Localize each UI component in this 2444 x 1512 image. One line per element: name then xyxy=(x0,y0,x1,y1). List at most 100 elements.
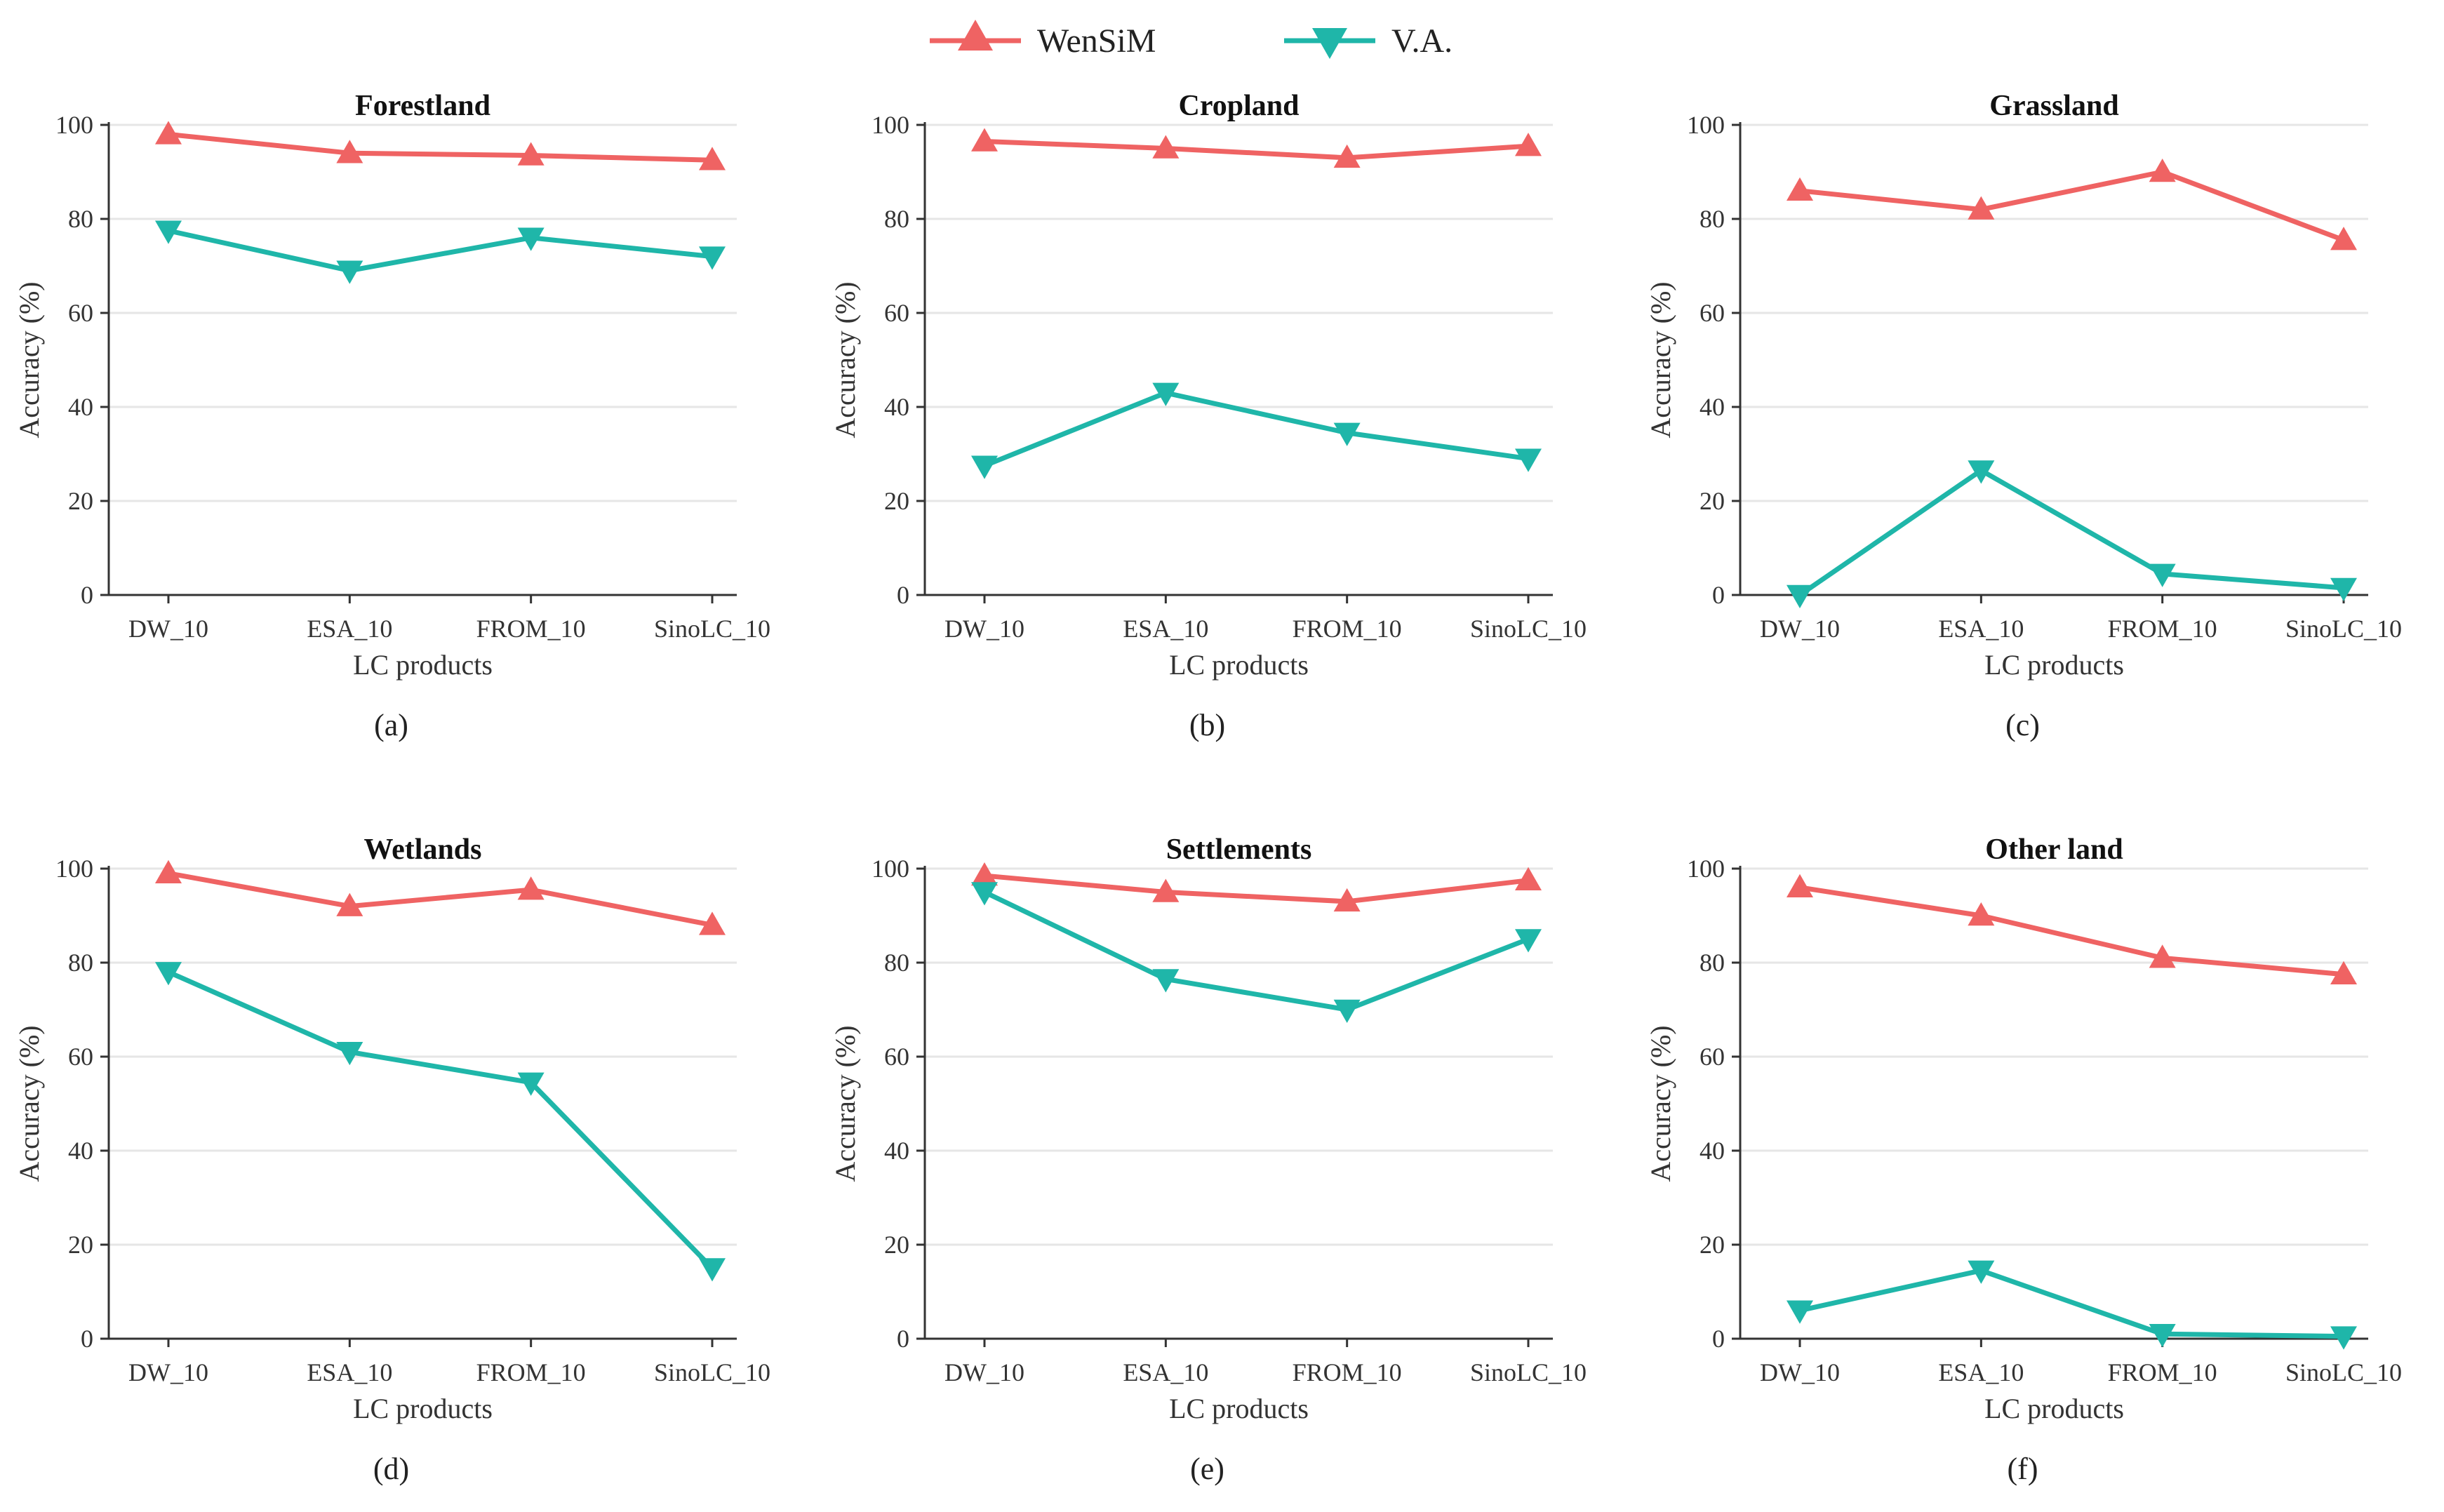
series-line-va xyxy=(1799,1268,2344,1339)
point-wensim xyxy=(2149,944,2176,968)
point-va xyxy=(336,260,363,284)
point-va xyxy=(2330,577,2357,601)
point-wensim xyxy=(2330,961,2357,984)
y-tick-label: 60 xyxy=(1700,299,1725,327)
y-tick-label: 80 xyxy=(68,205,93,233)
series-line-wensim xyxy=(168,131,713,163)
y-tick-label: 0 xyxy=(1712,581,1725,609)
chart-panel-1: 0 20 40 60 80 100 DW_10 ESA_10 FROM_10 SinoLC_10 F… xyxy=(13,90,770,742)
series-line-va xyxy=(983,890,1530,1012)
point-wensim xyxy=(1333,888,1361,912)
point-va xyxy=(971,455,998,479)
x-tick-label: DW_10 xyxy=(1760,615,1840,643)
point-wensim xyxy=(155,121,182,145)
x-tick-label: SinoLC_10 xyxy=(2285,615,2402,643)
legend-wensim-marker-icon xyxy=(958,20,993,51)
y-tick-label: 40 xyxy=(884,1137,909,1165)
y-tick-label: 20 xyxy=(68,1231,93,1259)
x-tick-label: DW_10 xyxy=(944,1358,1024,1386)
panel-caption: (b) xyxy=(1189,708,1225,742)
point-va xyxy=(971,882,998,906)
x-tick-label: SinoLC_10 xyxy=(654,1358,770,1386)
y-tick-label: 60 xyxy=(68,299,93,327)
y-axis-label: Accuracy (%) xyxy=(13,281,45,438)
point-wensim xyxy=(336,140,363,163)
point-va xyxy=(1333,999,1361,1023)
point-va xyxy=(155,220,182,244)
y-tick-label: 100 xyxy=(1687,111,1725,139)
x-tick-label: ESA_10 xyxy=(1123,615,1208,643)
point-va xyxy=(1333,422,1361,446)
point-wensim xyxy=(517,142,545,166)
point-wensim xyxy=(1333,144,1361,168)
chart-panel-6: 0 20 40 60 80 100 DW_10 ESA_10 FROM_10 SinoLC_10 O… xyxy=(1645,834,2402,1486)
y-tick-label: 0 xyxy=(81,581,93,609)
y-tick-label: 20 xyxy=(1700,1231,1725,1259)
point-va xyxy=(1152,969,1180,993)
point-wensim xyxy=(971,862,998,886)
legend-va-label: V.A. xyxy=(1391,22,1453,60)
y-tick-label: 100 xyxy=(55,111,93,139)
y-tick-label: 80 xyxy=(1700,949,1725,977)
y-tick-label: 0 xyxy=(1712,1325,1725,1353)
series-line-va xyxy=(1798,467,2344,597)
x-tick-label: SinoLC_10 xyxy=(1470,1358,1587,1386)
y-tick-label: 60 xyxy=(884,1043,909,1071)
y-tick-label: 0 xyxy=(897,1325,909,1353)
chart-title: Forestland xyxy=(355,90,490,122)
panel-caption: (d) xyxy=(373,1452,409,1486)
legend-wensim-label: WenSiM xyxy=(1037,22,1156,60)
legend-va-marker-icon xyxy=(1312,28,1347,59)
x-axis-label: LC products xyxy=(1984,1393,2124,1424)
y-axis-label: Accuracy (%) xyxy=(829,281,861,438)
y-tick-label: 40 xyxy=(68,393,93,421)
y-tick-label: 20 xyxy=(884,487,909,515)
y-tick-label: 60 xyxy=(1700,1043,1725,1071)
x-tick-label: FROM_10 xyxy=(2108,1358,2217,1386)
y-tick-label: 0 xyxy=(897,581,909,609)
series-line-wensim xyxy=(1799,885,2344,977)
y-axis-label: Accuracy (%) xyxy=(1645,281,1676,438)
x-tick-label: SinoLC_10 xyxy=(654,615,770,643)
chart-title: Grassland xyxy=(1989,90,2118,122)
y-tick-label: 60 xyxy=(884,299,909,327)
x-tick-label: ESA_10 xyxy=(1938,615,2024,643)
point-wensim xyxy=(699,911,726,935)
point-wensim xyxy=(971,128,998,152)
y-tick-label: 80 xyxy=(68,949,93,977)
x-tick-label: FROM_10 xyxy=(1293,1358,1402,1386)
chart-panel-5: 0 20 40 60 80 100 DW_10 ESA_10 FROM_10 SinoLC_10 S… xyxy=(829,834,1587,1486)
x-tick-label: DW_10 xyxy=(944,615,1024,643)
point-wensim xyxy=(1515,867,1542,890)
point-wensim xyxy=(1152,878,1180,902)
chart-title: Cropland xyxy=(1179,90,1300,122)
y-tick-label: 100 xyxy=(872,111,909,139)
x-axis-label: LC products xyxy=(353,1393,493,1424)
y-axis-label: Accuracy (%) xyxy=(1645,1025,1676,1182)
point-wensim xyxy=(1152,135,1180,159)
x-tick-label: FROM_10 xyxy=(476,1358,586,1386)
panel-caption: (f) xyxy=(2008,1452,2038,1486)
point-va xyxy=(1787,1300,1813,1324)
point-va xyxy=(336,1042,363,1066)
point-va xyxy=(1787,584,1813,608)
y-tick-label: 80 xyxy=(884,205,909,233)
point-wensim xyxy=(1787,177,1813,201)
chart-title: Other land xyxy=(1985,834,2123,866)
x-axis-label: LC products xyxy=(1169,1393,1309,1424)
point-wensim xyxy=(1968,902,1995,926)
y-tick-label: 100 xyxy=(55,855,93,883)
chart-title: Settlements xyxy=(1166,834,1312,866)
y-tick-label: 100 xyxy=(1687,855,1725,883)
point-va xyxy=(699,246,726,270)
y-tick-label: 20 xyxy=(68,487,93,515)
y-axis-label: Accuracy (%) xyxy=(829,1025,861,1182)
x-axis-label: LC products xyxy=(1984,649,2124,681)
x-tick-label: ESA_10 xyxy=(307,1358,392,1386)
y-tick-label: 40 xyxy=(1700,1137,1725,1165)
chart-title: Wetlands xyxy=(363,834,481,866)
y-axis-label: Accuracy (%) xyxy=(13,1025,45,1182)
point-va xyxy=(1968,460,1995,484)
point-va xyxy=(1152,382,1180,406)
